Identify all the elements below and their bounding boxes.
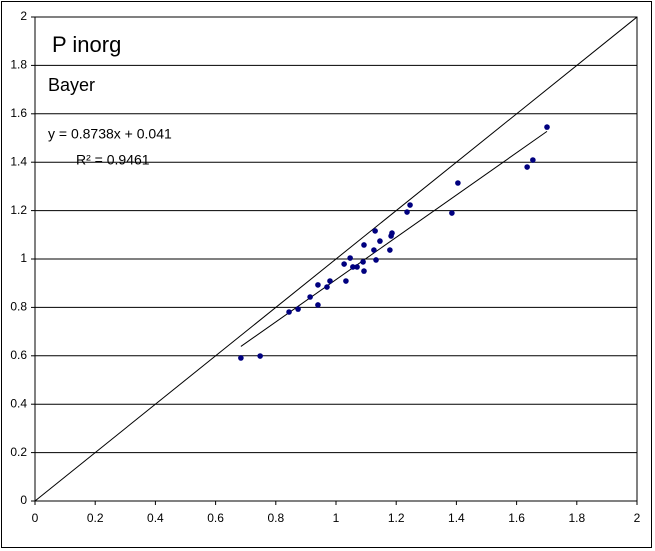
- data-point: [455, 180, 461, 186]
- x-tick-label: 0.8: [267, 511, 284, 525]
- trendline: [240, 130, 548, 347]
- data-point: [371, 247, 377, 253]
- data-point: [389, 230, 395, 236]
- x-tick-label: 1: [333, 511, 340, 525]
- data-point: [524, 164, 530, 170]
- chart-title: P inorg: [52, 32, 121, 57]
- data-point: [354, 264, 360, 270]
- data-point: [449, 210, 455, 216]
- data-point: [404, 209, 410, 215]
- y-tick-label: 1.6: [10, 106, 27, 120]
- x-tick-label: 1.6: [508, 511, 525, 525]
- y-tick-label: 1: [20, 251, 27, 265]
- data-point: [327, 278, 333, 284]
- data-point: [387, 247, 393, 253]
- data-point: [544, 124, 550, 130]
- data-point: [377, 238, 383, 244]
- data-point: [373, 257, 379, 263]
- data-point: [315, 302, 321, 308]
- x-tick-label: 0.4: [147, 511, 164, 525]
- data-point: [324, 284, 330, 290]
- data-point: [257, 353, 263, 359]
- x-tick-label: 1.4: [448, 511, 465, 525]
- data-point: [341, 261, 347, 267]
- x-tick-label: 1.2: [388, 511, 405, 525]
- data-point: [360, 259, 366, 265]
- data-point: [295, 306, 301, 312]
- data-point: [372, 228, 378, 234]
- equation: y = 0.8738x + 0.041: [48, 126, 172, 142]
- data-point: [315, 282, 321, 288]
- x-tick-label: 2: [634, 511, 641, 525]
- data-point: [343, 278, 349, 284]
- y-tick-label: 1.2: [10, 203, 27, 217]
- chart-subtitle: Bayer: [48, 75, 95, 95]
- r-squared: R² = 0.9461: [76, 152, 150, 168]
- data-point: [238, 355, 244, 361]
- y-tick-label: 1.4: [10, 154, 27, 168]
- y-tick-label: 0.4: [10, 396, 27, 410]
- y-tick-label: 2: [20, 9, 27, 23]
- data-point: [361, 242, 367, 248]
- x-tick-label: 0.2: [87, 511, 104, 525]
- data-point: [530, 157, 536, 163]
- y-tick-label: 0.2: [10, 445, 27, 459]
- data-point: [361, 268, 367, 274]
- y-tick-label: 0.6: [10, 348, 27, 362]
- x-tick-label: 1.8: [568, 511, 585, 525]
- data-point: [286, 309, 292, 315]
- data-point: [407, 202, 413, 208]
- x-tick-label: 0.6: [207, 511, 224, 525]
- y-tick-label: 1.8: [10, 58, 27, 72]
- y-tick-label: 0: [20, 493, 27, 507]
- data-point: [347, 255, 353, 261]
- identity-line: [34, 16, 638, 502]
- x-tick-label: 0: [32, 511, 39, 525]
- data-point: [307, 294, 313, 300]
- y-tick-label: 0.8: [10, 300, 27, 314]
- data-point: [350, 264, 356, 270]
